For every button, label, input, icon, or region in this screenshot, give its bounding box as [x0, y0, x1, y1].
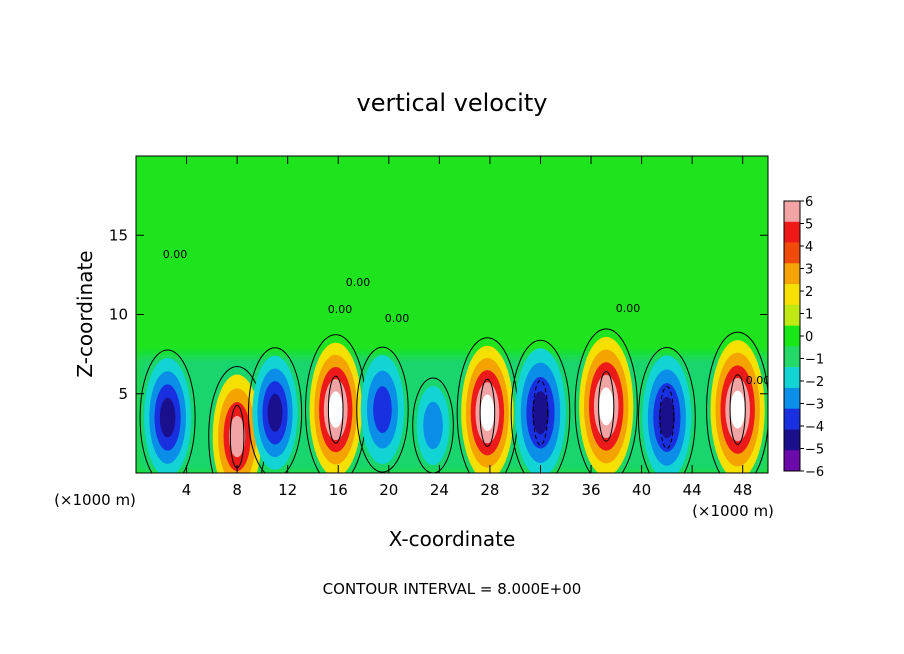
colorbar-swatch	[784, 242, 800, 264]
contour-label: 0.00	[385, 312, 410, 325]
inner-contour	[659, 386, 675, 450]
x-tick-label: 20	[379, 481, 398, 499]
colorbar-tick-label: −2	[805, 375, 824, 390]
colorbar-swatch	[784, 304, 800, 327]
colorbar-tick-label: 6	[805, 195, 813, 210]
cell-ring	[229, 415, 246, 458]
cell-ring	[159, 397, 176, 438]
colorbar: 6 5 4 3 2 1 0 −1 −2 −3 −4 −5 −6	[783, 195, 824, 480]
cell-ring	[658, 396, 675, 439]
velocity-cell-8	[510, 339, 571, 473]
inner-contour	[479, 378, 496, 447]
cell-ring	[267, 393, 283, 432]
colorbar-swatch	[784, 387, 800, 410]
x-unit-right: (×1000 m)	[692, 502, 774, 520]
zero-contour	[510, 339, 571, 473]
inner-contour	[327, 375, 344, 444]
colorbar-swatch	[784, 221, 800, 244]
contour-interval-note: CONTOUR INTERVAL = 8.000E+00	[323, 580, 582, 598]
x-axis-label: X-coordinate	[389, 527, 516, 551]
velocity-cell-1	[139, 349, 196, 473]
colorbar-tick-label: −4	[805, 420, 824, 435]
x-tick-label: 24	[430, 481, 449, 499]
x-axis-ticks: 4 8 12 16 20 24 28 32 36 40 44 48	[182, 156, 752, 499]
inner-contour	[729, 374, 746, 445]
colorbar-swatch	[784, 325, 800, 347]
x-unit-left: (×1000 m)	[54, 491, 136, 509]
zero-contour	[574, 328, 638, 473]
colorbar-tick-label: −5	[805, 443, 824, 458]
cell-ring	[373, 386, 392, 433]
colorbar-swatch	[784, 284, 800, 306]
contour-label: 0.00	[746, 374, 771, 387]
colorbar-swatch	[784, 367, 800, 389]
colorbar-swatch	[784, 450, 800, 472]
colorbar-tick-label: 4	[805, 240, 813, 255]
y-axis-label: Z-coordinate	[73, 250, 97, 377]
x-tick-label: 8	[232, 481, 242, 499]
colorbar-tick-label: 3	[805, 263, 813, 278]
zero-contour	[637, 347, 696, 473]
y-tick-label: 10	[109, 306, 128, 324]
colorbar-swatch	[784, 263, 800, 285]
colorbar-tick-label: 5	[805, 218, 813, 233]
colorbar-swatch	[784, 408, 800, 430]
colorbar-tick-label: −3	[805, 398, 824, 413]
colorbar-tick-label: −1	[805, 353, 824, 368]
velocity-cell-3	[247, 347, 303, 473]
x-tick-label: 44	[683, 481, 702, 499]
cell-ring	[598, 387, 614, 426]
y-tick-label: 15	[109, 226, 128, 244]
velocity-cell-6	[412, 377, 454, 473]
x-tick-label: 4	[182, 481, 192, 499]
cell-ring	[328, 391, 343, 428]
plot-area: 0.00 0.00 0.00 0.00 0.00 0.00	[136, 156, 771, 473]
contour-label: 0.00	[346, 276, 371, 289]
x-tick-label: 36	[581, 481, 600, 499]
velocity-cell-10	[637, 347, 696, 473]
colorbar-tick-label: 2	[805, 285, 813, 300]
cell-ring	[532, 391, 549, 435]
cell-ring	[480, 394, 495, 432]
velocity-cell-7	[456, 337, 519, 473]
colorbar-swatch	[784, 429, 800, 451]
velocity-cell-4	[305, 334, 367, 473]
velocity-cell-9	[574, 328, 638, 473]
colorbar-tick-label: −6	[805, 465, 824, 480]
colorbar-swatch	[784, 346, 800, 368]
velocity-cell-5	[356, 346, 409, 473]
x-tick-label: 40	[632, 481, 651, 499]
y-axis-ticks: 5 10 15	[109, 226, 768, 403]
x-tick-label: 48	[733, 481, 752, 499]
x-tick-label: 32	[531, 481, 550, 499]
inner-contour	[598, 371, 615, 442]
x-tick-label: 16	[329, 481, 348, 499]
cell-ring	[423, 401, 443, 450]
zero-contour	[247, 347, 303, 473]
zero-contour	[706, 331, 768, 473]
contour-label: 0.00	[328, 303, 353, 316]
x-tick-label: 12	[278, 481, 297, 499]
cell-ring	[730, 390, 746, 429]
colorbar-tick-label: 1	[805, 308, 813, 323]
colorbar-tick-label: 0	[805, 330, 813, 345]
contour-label: 0.00	[616, 302, 641, 315]
zero-contour	[139, 349, 196, 473]
colorbar-swatch	[784, 201, 800, 223]
inner-contour	[532, 379, 549, 446]
chart-title: vertical velocity	[357, 89, 548, 117]
x-tick-label: 28	[480, 481, 499, 499]
velocity-cell-11	[706, 331, 768, 473]
zero-contour	[356, 346, 409, 473]
y-tick-label: 5	[118, 385, 128, 403]
velocity-cells	[139, 328, 768, 473]
contour-label: 0.00	[163, 248, 188, 261]
